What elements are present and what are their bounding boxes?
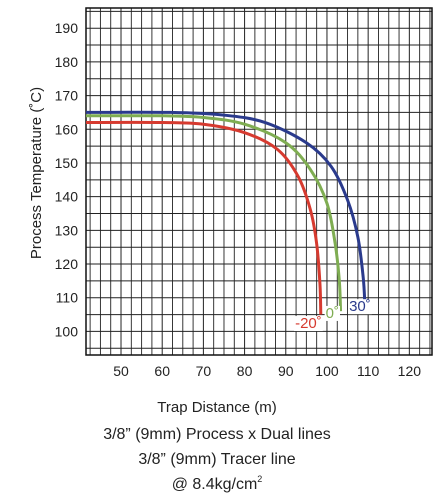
y-tick-label: 170 — [55, 88, 79, 104]
y-tick-labels: 100 110 120 130 140 150 160 170 180 190 — [55, 20, 79, 339]
x-tick-label: 110 — [357, 363, 380, 379]
y-tick-label: 130 — [55, 222, 79, 238]
y-tick-label: 110 — [56, 290, 79, 306]
annotation: 0˚ — [324, 305, 340, 322]
series-lines — [85, 110, 367, 315]
annotation-background — [324, 305, 340, 321]
x-tick-labels: 50 60 70 80 90 100 110 120 — [113, 363, 421, 379]
series-line-0 — [85, 120, 323, 315]
caption-line-3-text: @ 8.4kg/cm — [171, 476, 258, 493]
annotation-label: 0˚ — [326, 305, 339, 322]
x-tick-label: 60 — [154, 363, 170, 379]
y-tick-label: 100 — [55, 323, 79, 339]
plot-area — [86, 8, 432, 355]
annotation: 30˚ — [348, 298, 372, 315]
annotation-background — [348, 299, 372, 315]
annotation: -20˚ — [294, 315, 323, 332]
y-tick-label: 120 — [55, 256, 79, 272]
caption-line-3: @ 8.4kg/cm2 — [0, 474, 434, 494]
x-tick-label: 100 — [315, 363, 339, 379]
annotation-background — [294, 316, 323, 332]
y-tick-label: 160 — [55, 121, 79, 137]
x-tick-label: 120 — [398, 363, 422, 379]
y-tick-label: 190 — [55, 20, 79, 36]
y-tick-label: 150 — [55, 155, 79, 171]
x-tick-label: 90 — [278, 363, 294, 379]
annotation-label: -20˚ — [295, 315, 322, 332]
caption-line-2: 3/8” (9mm) Tracer line — [138, 451, 296, 468]
series-annotations: -20˚0˚ 30˚ — [294, 298, 372, 332]
x-tick-label: 80 — [237, 363, 253, 379]
x-tick-label: 50 — [113, 363, 129, 379]
plot-frame — [85, 7, 433, 356]
x-tick-label: 70 — [196, 363, 212, 379]
series-line-2 — [85, 110, 367, 305]
y-tick-label: 180 — [55, 54, 79, 70]
caption-superscript: 2 — [257, 474, 263, 484]
x-axis-label: Trap Distance (m) — [157, 399, 277, 416]
y-axis-label: Process Temperature (˚C) — [28, 87, 45, 259]
chart: 100 110 120 130 140 150 160 170 180 190 50 60 70 80 9… — [28, 7, 433, 379]
y-tick-label: 140 — [55, 189, 79, 205]
series-line-1 — [85, 114, 343, 312]
grid — [85, 7, 433, 356]
annotation-label: 30˚ — [349, 298, 371, 315]
caption-line-1: 3/8” (9mm) Process x Dual lines — [103, 426, 331, 443]
